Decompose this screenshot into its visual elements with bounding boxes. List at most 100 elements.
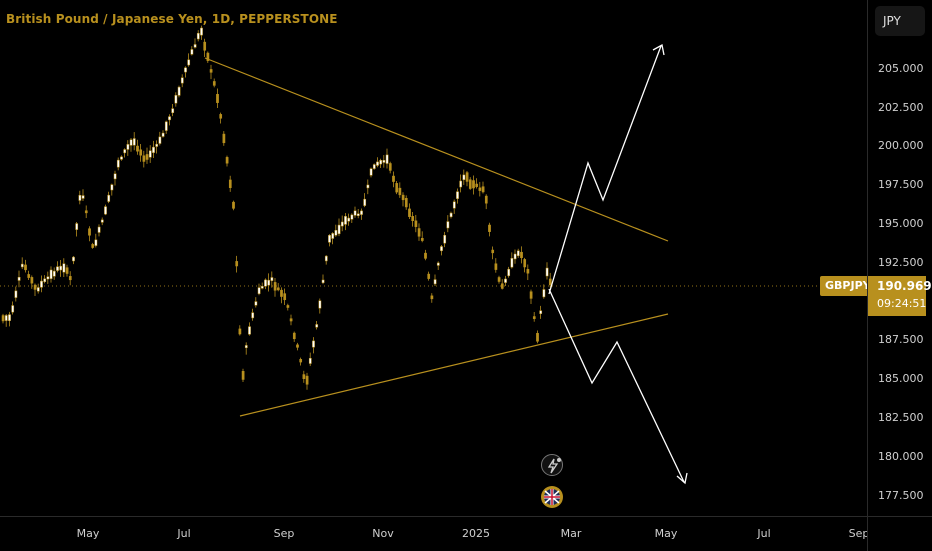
chart-area[interactable]: British Pound / Japanese Yen, 1D, PEPPER… xyxy=(0,0,867,516)
candle-body xyxy=(308,358,312,364)
candle-body xyxy=(328,235,331,243)
candle-body xyxy=(446,221,450,229)
candle-body xyxy=(324,255,328,262)
candle-body xyxy=(190,49,194,55)
candle-body xyxy=(286,305,290,308)
candle-body xyxy=(472,180,475,189)
bearish-path-arrow[interactable] xyxy=(548,288,685,483)
candle-body xyxy=(542,289,546,298)
candle-body xyxy=(529,291,533,299)
candle-body xyxy=(532,316,536,319)
candle-body xyxy=(382,160,386,163)
candle-body xyxy=(148,150,152,158)
candle-body xyxy=(318,300,322,309)
candle-body xyxy=(494,263,498,270)
candle-body xyxy=(417,228,421,237)
candle-body xyxy=(33,284,37,290)
price-axis[interactable]: JPY 205.000 202.500 200.000 197.500 195.… xyxy=(867,0,932,516)
last-price-value: 190.969 xyxy=(877,279,932,293)
axis-corner xyxy=(867,516,932,551)
price-chart[interactable] xyxy=(0,0,867,516)
time-axis[interactable]: May Jul Sep Nov 2025 Mar May Jul Sep xyxy=(0,516,869,551)
candle-body xyxy=(510,258,514,268)
candle-body xyxy=(475,183,479,187)
chart-title: British Pound / Japanese Yen, 1D, PEPPER… xyxy=(6,12,338,26)
candle-body xyxy=(1,315,5,322)
time-tick: Jul xyxy=(757,527,771,540)
candle-body xyxy=(392,175,395,182)
candle-body xyxy=(145,154,149,160)
triangle-lower-trendline[interactable] xyxy=(239,313,669,417)
candle-body xyxy=(203,41,207,51)
candle-body xyxy=(200,27,203,36)
candle-body xyxy=(238,328,242,335)
candle-body xyxy=(24,264,27,271)
bar-countdown: 09:24:51 xyxy=(877,297,927,310)
time-tick: May xyxy=(654,527,678,540)
candle-body xyxy=(344,216,347,225)
candle-body xyxy=(171,108,175,114)
time-tick: Nov xyxy=(372,527,394,540)
candle-body xyxy=(158,136,162,144)
candle-body xyxy=(251,312,255,319)
candle-body xyxy=(395,183,399,193)
candle-body xyxy=(107,194,111,202)
candle-body xyxy=(536,333,539,342)
candle-body xyxy=(398,187,402,196)
flash-event-icon[interactable] xyxy=(541,454,563,476)
time-tick: Mar xyxy=(560,527,582,540)
candle-body xyxy=(78,195,82,201)
time-tick: 2025 xyxy=(462,527,490,540)
candle-body xyxy=(491,249,495,254)
triangle-upper-trendline[interactable] xyxy=(204,57,669,242)
candle-body xyxy=(155,143,159,147)
price-tick: 200.000 xyxy=(878,139,924,152)
price-tick: 202.500 xyxy=(878,101,924,114)
candle-body xyxy=(440,246,443,252)
candle-body xyxy=(468,179,472,189)
candle-body xyxy=(46,276,50,280)
candle-body xyxy=(452,201,456,209)
candle-body xyxy=(488,224,491,232)
candle-body xyxy=(196,32,200,40)
candle-body xyxy=(424,252,427,259)
candle-body xyxy=(273,282,277,291)
candle-body xyxy=(379,160,383,165)
time-tick: Sep xyxy=(273,527,295,540)
candle-body xyxy=(100,219,104,223)
uk-flag-event-icon[interactable] xyxy=(541,486,563,508)
candle-body xyxy=(302,374,306,379)
candle-body xyxy=(27,274,31,278)
candle-body xyxy=(235,261,239,267)
candle-body xyxy=(56,266,59,271)
candle-body xyxy=(248,326,251,335)
candle-body xyxy=(174,95,178,104)
candle-body xyxy=(462,174,466,180)
candle-body xyxy=(94,239,98,246)
candle-body xyxy=(161,132,165,137)
candle-body xyxy=(411,216,415,221)
candle-body xyxy=(177,86,181,96)
candle-body xyxy=(168,116,171,121)
candle-body xyxy=(75,223,79,230)
candle-body xyxy=(350,214,354,220)
price-tick: 180.000 xyxy=(878,450,924,463)
candle-body xyxy=(401,194,405,201)
bullish-path-arrow[interactable] xyxy=(548,45,662,295)
candle-body xyxy=(433,279,437,285)
candle-body xyxy=(340,221,344,227)
bullish-arrowhead xyxy=(652,43,665,56)
candle-body xyxy=(504,278,507,283)
candle-body xyxy=(289,318,293,322)
candle-body xyxy=(126,144,130,150)
price-tick: 192.500 xyxy=(878,256,924,269)
candle-body xyxy=(152,146,155,153)
candle-body xyxy=(270,277,274,281)
candle-body xyxy=(296,344,299,348)
candle-body xyxy=(4,315,8,321)
candle-body xyxy=(264,279,267,287)
currency-button[interactable]: JPY xyxy=(875,6,925,36)
candle-body xyxy=(43,278,47,283)
candle-body xyxy=(430,295,434,300)
candle-body xyxy=(292,332,296,340)
